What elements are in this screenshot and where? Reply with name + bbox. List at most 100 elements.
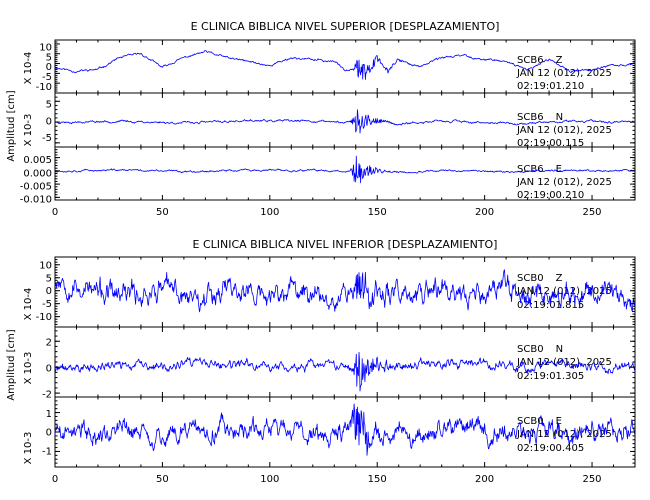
- station-annotation: SCB6 E JAN 12 (012), 2025 02:19:00.210: [516, 164, 612, 201]
- record-time: 02:19:00.115: [517, 138, 584, 149]
- chart-superior: E CLINICA BIBLICA NIVEL SUPERIOR [DESPLA…: [6, 20, 636, 218]
- series-line: [54, 351, 636, 392]
- chart-inferior: E CLINICA BIBLICA NIVEL INFERIOR [DESPLA…: [6, 238, 636, 485]
- y-tick-labels: 10 5 0 -5 -10: [36, 260, 52, 323]
- trace-scb6-n: [54, 92, 636, 148]
- station-component: SCB0 E: [517, 416, 562, 427]
- record-time: 02:19:00.210: [517, 190, 584, 201]
- station-component: SCB6 Z: [517, 55, 563, 66]
- y-tick-label: 0.000: [23, 169, 52, 180]
- x-tick-label: 150: [368, 474, 387, 485]
- y-tick-label: -10: [36, 82, 52, 93]
- trace-scb0-e: [54, 396, 636, 468]
- series-line: [54, 269, 636, 313]
- record-date: JAN 12 (012), 2025: [516, 68, 612, 79]
- station-code: SCB0: [517, 273, 544, 284]
- y-tick-label: 0: [46, 428, 52, 439]
- y-axis-label: Amplitud [cm]: [6, 329, 17, 400]
- record-time: 02:19:00.405: [517, 443, 584, 454]
- record-date: JAN 12 (012), 2025: [516, 177, 612, 188]
- x-tick-label: 0: [52, 207, 58, 218]
- station-annotation: SCB6 N JAN 12 (012), 2025 02:19:00.115: [516, 112, 612, 149]
- y-tick-labels: 10 5 0 -5 -10: [36, 43, 52, 93]
- station-component: SCB6 N: [517, 112, 563, 123]
- x-tick-label: 150: [368, 207, 387, 218]
- y-tick-label: 0: [46, 116, 52, 127]
- chart-title: E CLINICA BIBLICA NIVEL SUPERIOR [DESPLA…: [191, 20, 500, 33]
- x-tick-labels: 0 50 100 150 200 250: [52, 207, 602, 218]
- scale-label: X 10-4: [23, 52, 34, 85]
- scale-label: X 10-3: [23, 114, 34, 147]
- trace-scb6-z: [54, 39, 636, 94]
- component-code: Z: [556, 55, 563, 66]
- y-tick-label: 10: [39, 43, 52, 54]
- x-tick-label: 200: [475, 207, 494, 218]
- station-annotation: SCB0 Z JAN 12 (012), 2025 02:19:01.815: [516, 273, 612, 311]
- trace-scb6-e: [54, 146, 636, 201]
- record-time: 02:19:01.305: [517, 371, 584, 382]
- y-tick-label: 0: [46, 364, 52, 375]
- x-tick-label: 50: [156, 474, 169, 485]
- y-tick-label: -0.010: [20, 195, 52, 206]
- y-tick-label: -2: [42, 390, 52, 401]
- station-code: SCB6: [517, 112, 544, 123]
- y-tick-label: 0: [46, 62, 52, 73]
- scale-label: X 10-4: [23, 288, 34, 321]
- station-component: SCB0 N: [517, 344, 563, 355]
- panel-scb6-z: X 10-4 10 5 0 -5 -10 SCB6 Z JAN 12 (012),…: [23, 39, 636, 94]
- x-tick-label: 250: [582, 474, 601, 485]
- station-annotation: SCB0 N JAN 12 (012), 2025 02:19:01.305: [516, 344, 612, 382]
- x-tick-label: 250: [582, 207, 601, 218]
- trace-scb0-n: [54, 327, 636, 397]
- y-tick-label: 0.005: [23, 155, 52, 166]
- component-code: E: [556, 164, 562, 175]
- series-line: [54, 403, 636, 456]
- y-tick-labels: 2 0 -2: [42, 338, 52, 401]
- scale-label: X 10-3: [23, 352, 34, 385]
- series-line: [54, 109, 636, 134]
- y-tick-label: 1: [46, 409, 52, 420]
- series-line: [54, 50, 636, 80]
- record-time: 02:19:01.210: [517, 81, 584, 92]
- station-code: SCB0: [517, 416, 544, 427]
- record-date: JAN 12 (012), 2025: [516, 286, 612, 297]
- trace-scb0-z: [54, 256, 636, 328]
- station-annotation: SCB6 Z JAN 12 (012), 2025 02:19:01.210: [516, 55, 612, 92]
- component-code: N: [556, 344, 563, 355]
- y-tick-labels: 5 0 -5: [42, 100, 52, 144]
- y-tick-label: -5: [42, 299, 52, 310]
- scale-label: X 10-3: [23, 432, 34, 465]
- x-tick-label: 0: [52, 474, 58, 485]
- y-tick-label: 5: [46, 273, 52, 284]
- station-component: SCB0 Z: [517, 273, 563, 284]
- record-date: JAN 12 (012), 2025: [516, 125, 612, 136]
- y-tick-label: -5: [42, 72, 52, 83]
- y-tick-label: 5: [46, 100, 52, 111]
- station-code: SCB0: [517, 344, 544, 355]
- x-tick-label: 100: [260, 474, 279, 485]
- y-tick-labels: 0.005 0.000 -0.005 -0.010: [20, 155, 52, 205]
- y-axis-label: Amplitud [cm]: [6, 90, 17, 161]
- y-tick-label: -5: [42, 133, 52, 144]
- y-tick-label: 5: [46, 52, 52, 63]
- y-tick-label: -1: [42, 447, 52, 458]
- record-time: 02:19:01.815: [517, 300, 584, 311]
- station-code: SCB6: [517, 55, 544, 66]
- y-tick-label: 2: [46, 338, 52, 349]
- x-tick-label: 100: [260, 207, 279, 218]
- chart-title: E CLINICA BIBLICA NIVEL INFERIOR [DESPLA…: [193, 238, 498, 251]
- y-tick-label: 0: [46, 286, 52, 297]
- station-code: SCB6: [517, 164, 544, 175]
- y-tick-labels: 1 0 -1: [42, 409, 52, 458]
- series-line: [54, 155, 636, 184]
- station-component: SCB6 E: [517, 164, 562, 175]
- component-code: N: [556, 112, 563, 123]
- y-tick-label: -10: [36, 312, 52, 323]
- y-tick-label: -0.005: [20, 182, 52, 193]
- panel-scb6-e: 0.005 0.000 -0.005 -0.010 SCB6 E JAN 12 (…: [20, 146, 636, 206]
- component-code: E: [556, 416, 562, 427]
- y-tick-label: 10: [39, 260, 52, 271]
- component-code: Z: [556, 273, 563, 284]
- x-tick-label: 200: [475, 474, 494, 485]
